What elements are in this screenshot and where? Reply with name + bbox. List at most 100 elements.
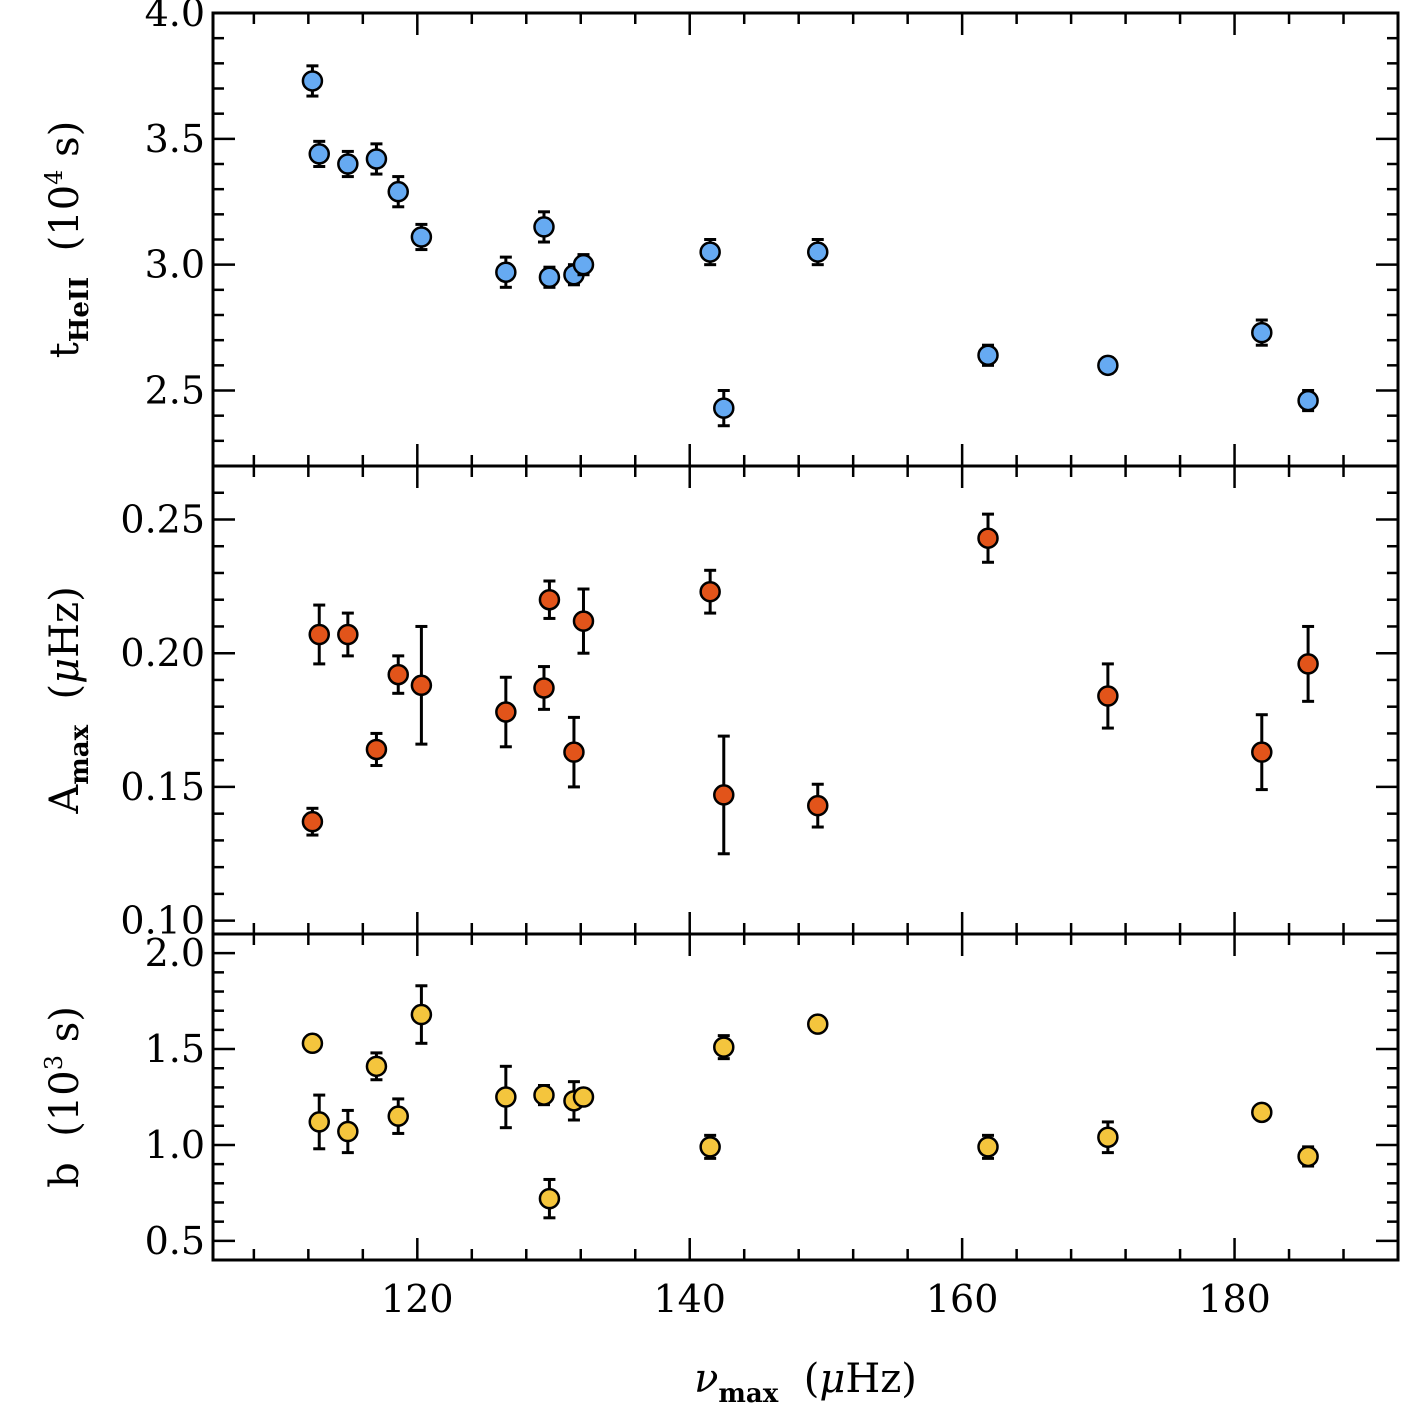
marker — [365, 738, 388, 761]
x-tick-label: 120 — [381, 1277, 454, 1321]
y-tick-label: 0.10 — [120, 899, 205, 943]
data-point — [713, 734, 735, 856]
axis-unit: (10 — [42, 185, 88, 252]
axis-superscript: 4 — [40, 170, 68, 185]
marker — [410, 1003, 433, 1026]
marker — [533, 216, 555, 238]
axis-unit: s) — [42, 121, 88, 170]
marker — [1251, 741, 1273, 763]
y-tick-label: 2.5 — [145, 369, 205, 413]
y-axis-title-middle: Amax (μHz) — [42, 586, 95, 814]
data-point — [337, 149, 359, 179]
marker — [807, 241, 829, 263]
data-point — [563, 715, 585, 789]
axis-spacer — [778, 1356, 803, 1402]
panels: 2.5 3.0 3.5 4.0 0.10 0.15 0.20 0.25 0.5 1.0 1.5 2.0 — [120, 0, 1400, 1263]
axis-spacer — [42, 251, 88, 276]
marker — [308, 623, 330, 646]
axis-unit: ( — [42, 684, 88, 700]
data-point — [301, 64, 324, 98]
marker — [699, 1136, 721, 1158]
y-tick-label: 0.25 — [120, 497, 205, 541]
data-point — [301, 806, 324, 837]
marker — [713, 784, 735, 806]
data-point — [387, 654, 409, 695]
data-point — [713, 389, 735, 428]
marker — [533, 677, 555, 699]
data-point — [713, 1034, 735, 1061]
data-point — [387, 175, 409, 209]
marker — [1097, 1126, 1119, 1149]
data-point — [807, 782, 829, 829]
y-tick-label: 3.5 — [145, 117, 205, 161]
marker — [495, 261, 517, 283]
data-point — [495, 675, 517, 749]
marker — [301, 810, 324, 833]
panel-frame — [211, 11, 1400, 468]
x-tick-label: 140 — [653, 1277, 726, 1321]
marker — [337, 153, 359, 175]
marker — [1251, 1101, 1273, 1124]
data-point — [699, 238, 721, 267]
data-point — [308, 139, 330, 169]
marker — [977, 1136, 999, 1158]
data-point — [365, 142, 388, 176]
data-point — [365, 1051, 388, 1082]
data-point — [308, 603, 330, 666]
axis-symbol: b — [42, 1162, 88, 1188]
axis-unit: Hz) — [42, 586, 88, 658]
marker — [572, 253, 595, 276]
marker — [410, 674, 433, 697]
marker — [563, 741, 585, 763]
y-tick-label: 1.0 — [145, 1123, 205, 1167]
y-tick-label: 1.5 — [145, 1027, 205, 1071]
axis-unit-mu: μ — [819, 1356, 845, 1402]
data-point — [533, 210, 555, 244]
y-tick-label: 2.0 — [145, 931, 205, 975]
data-point — [410, 984, 433, 1045]
data-point — [538, 265, 561, 289]
marker — [699, 580, 721, 603]
axis-unit: (10 — [42, 1070, 88, 1137]
y-tick-label: 3.0 — [145, 243, 205, 287]
data-point — [699, 1133, 721, 1160]
data-point — [807, 238, 829, 267]
axis-unit: s) — [42, 1006, 88, 1055]
data-point — [572, 1086, 595, 1108]
data-point — [977, 512, 999, 564]
data-point — [572, 253, 595, 277]
marker — [538, 588, 561, 611]
data-point — [1297, 624, 1319, 703]
data-point — [1297, 1145, 1319, 1168]
marker — [1251, 321, 1273, 344]
data-point — [533, 1083, 555, 1107]
marker — [337, 623, 359, 646]
marker — [533, 1084, 555, 1106]
axis-symbol: ν — [694, 1356, 718, 1402]
data-point — [538, 579, 561, 620]
marker — [365, 1055, 388, 1078]
data-point — [337, 611, 359, 658]
axis-spacer — [42, 1137, 88, 1162]
data-point — [410, 222, 433, 252]
marker — [1297, 389, 1319, 412]
axis-spacer — [42, 699, 88, 724]
axis-unit-mu: μ — [42, 658, 88, 684]
data-point — [1297, 389, 1319, 413]
marker — [1097, 354, 1119, 377]
data-point — [1251, 1101, 1273, 1124]
data-point — [572, 587, 595, 655]
data-point — [301, 1032, 324, 1055]
marker — [977, 344, 999, 367]
marker — [495, 1086, 517, 1108]
marker — [538, 266, 561, 288]
marker — [337, 1120, 359, 1143]
marker — [308, 1111, 330, 1133]
marker — [1297, 653, 1319, 675]
data-point — [308, 1093, 330, 1151]
data-point — [699, 568, 721, 615]
data-point — [977, 343, 999, 367]
panel-frame — [211, 932, 1400, 1262]
y-tick-label: 0.20 — [120, 631, 205, 675]
marker — [807, 794, 829, 817]
